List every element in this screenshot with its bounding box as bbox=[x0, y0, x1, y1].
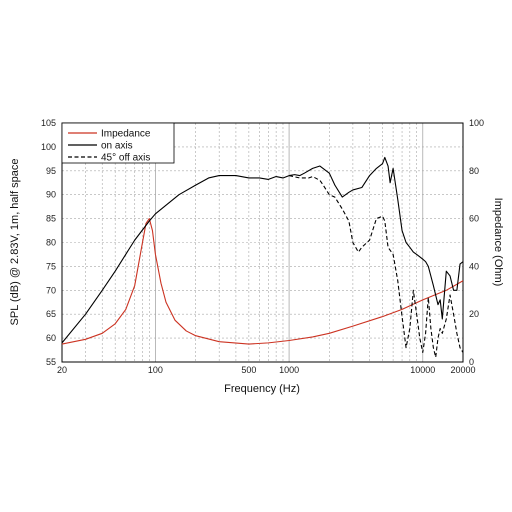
y-left-tick-label: 55 bbox=[46, 357, 56, 367]
x-tick-label: 500 bbox=[241, 365, 256, 375]
series-line-on-axis bbox=[61, 156, 464, 344]
legend-label-on-axis: on axis bbox=[101, 141, 133, 152]
legend: Impedance on axis 45° off axis bbox=[61, 122, 175, 164]
tick-labels: 20 100 500 1000 10000 20000556065707580859095… bbox=[41, 118, 484, 375]
y-left-tick-label: 80 bbox=[46, 238, 56, 248]
plot-frame bbox=[61, 122, 464, 363]
x-axis-title: Frequency (Hz) bbox=[224, 383, 300, 395]
legend-label-off-axis: 45° off axis bbox=[101, 153, 150, 164]
y-left-tick-label: 85 bbox=[46, 214, 56, 224]
x-tick-label: 1000 bbox=[279, 365, 299, 375]
y-left-tick-label: 75 bbox=[46, 261, 56, 271]
y-right-tick-label: 40 bbox=[469, 261, 479, 271]
y-right-tick-label: 0 bbox=[469, 357, 474, 367]
legend-label-impedance: Impedance bbox=[101, 129, 151, 140]
y-axis-left-title: SPL (dB) @ 2.83V, 1m, half space bbox=[9, 159, 21, 326]
y-left-tick-label: 90 bbox=[46, 190, 56, 200]
y-left-tick-label: 65 bbox=[46, 309, 56, 319]
y-right-tick-label: 100 bbox=[469, 118, 484, 128]
series-line-off-axis bbox=[288, 175, 464, 358]
y-left-tick-label: 100 bbox=[41, 142, 56, 152]
series-line-impedance bbox=[61, 218, 464, 345]
y-left-tick-label: 95 bbox=[46, 166, 56, 176]
y-axis-right-title: Impedance (Ohm) bbox=[492, 198, 504, 287]
y-right-tick-label: 20 bbox=[469, 309, 479, 319]
legend-box bbox=[61, 122, 175, 164]
x-tick-label: 20000 bbox=[450, 365, 475, 375]
y-right-tick-label: 80 bbox=[469, 166, 479, 176]
x-tick-label: 100 bbox=[148, 365, 163, 375]
y-left-tick-label: 70 bbox=[46, 285, 56, 295]
x-tick-label: 20 bbox=[57, 365, 67, 375]
y-right-tick-label: 60 bbox=[469, 214, 479, 224]
y-left-tick-label: 105 bbox=[41, 118, 56, 128]
x-tick-label: 10000 bbox=[410, 365, 435, 375]
y-left-tick-label: 60 bbox=[46, 333, 56, 343]
grid bbox=[62, 123, 463, 362]
series-layer bbox=[61, 156, 464, 358]
